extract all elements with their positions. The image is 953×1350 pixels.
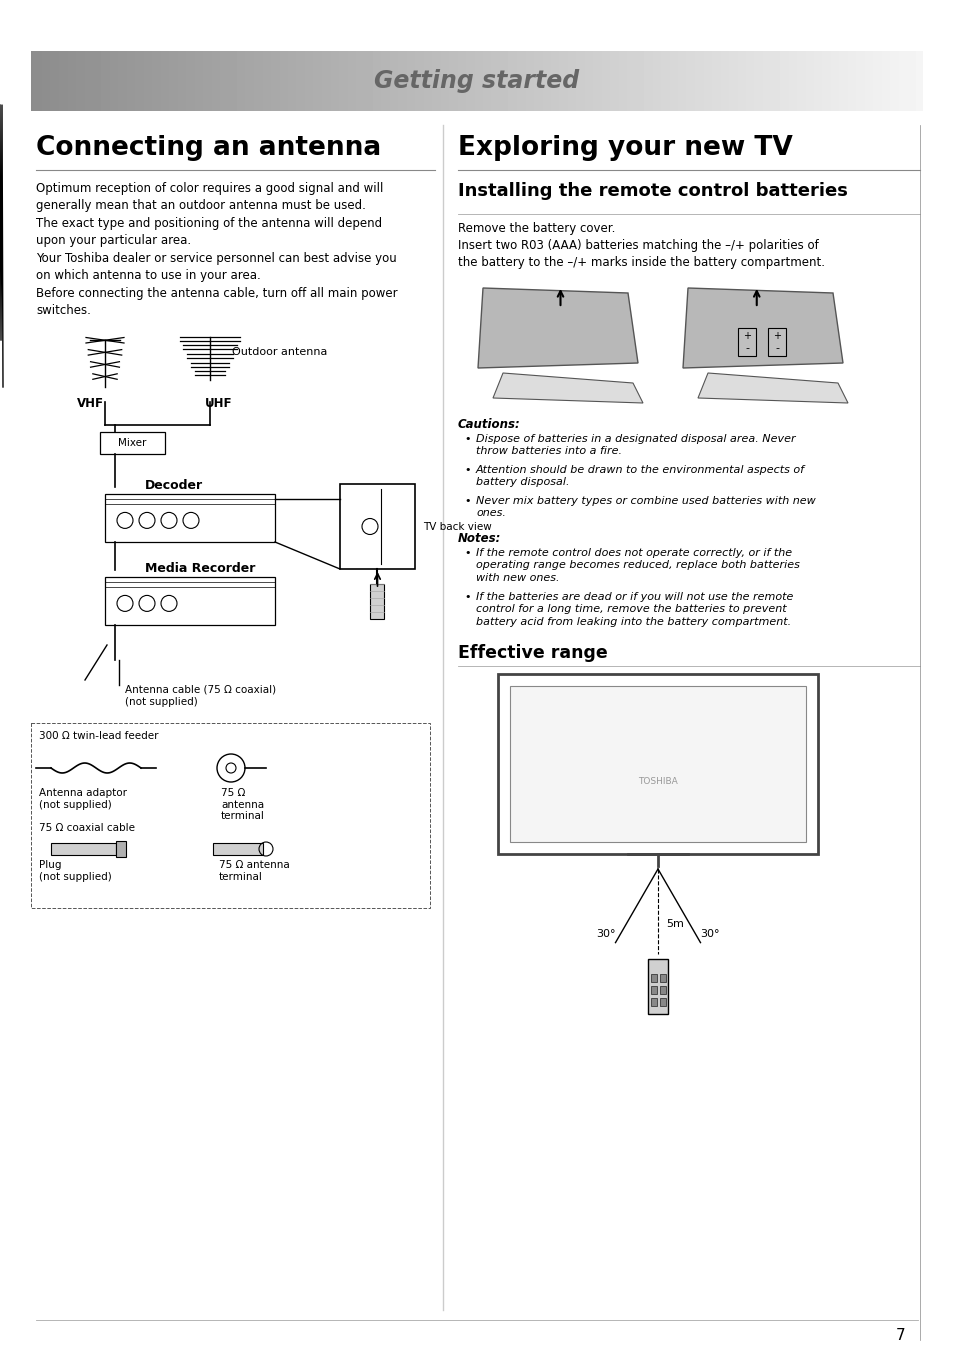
- Text: Exploring your new TV: Exploring your new TV: [457, 135, 792, 161]
- Text: •: •: [464, 593, 471, 602]
- Text: 7: 7: [895, 1327, 904, 1342]
- Text: 30°: 30°: [700, 929, 719, 940]
- Text: If the batteries are dead or if you will not use the remote
control for a long t: If the batteries are dead or if you will…: [476, 593, 793, 626]
- Bar: [116, 841, 126, 857]
- Text: 75 Ω coaxial cable: 75 Ω coaxial cable: [39, 824, 135, 833]
- Bar: [370, 585, 384, 620]
- Text: -: -: [744, 343, 748, 352]
- Text: 30°: 30°: [596, 929, 615, 940]
- Text: Remove the battery cover.
Insert two R03 (AAA) batteries matching the –/+ polari: Remove the battery cover. Insert two R03…: [457, 221, 824, 269]
- Text: Antenna adaptor
(not supplied): Antenna adaptor (not supplied): [39, 788, 127, 810]
- Text: Effective range: Effective range: [457, 644, 607, 662]
- Text: Optimum reception of color requires a good signal and will
generally mean that a: Optimum reception of color requires a go…: [36, 182, 383, 212]
- Bar: [213, 842, 263, 855]
- Bar: [659, 986, 665, 994]
- Text: Notes:: Notes:: [457, 532, 501, 545]
- Text: TOSHIBA: TOSHIBA: [638, 778, 678, 787]
- Text: Attention should be drawn to the environmental aspects of
battery disposal.: Attention should be drawn to the environ…: [476, 464, 804, 487]
- Text: Decoder: Decoder: [145, 479, 203, 491]
- Text: -: -: [774, 343, 779, 352]
- Bar: [738, 328, 755, 356]
- Text: Antenna cable (75 Ω coaxial)
(not supplied): Antenna cable (75 Ω coaxial) (not suppli…: [125, 684, 275, 706]
- Text: Never mix battery types or combine used batteries with new
ones.: Never mix battery types or combine used …: [476, 495, 815, 518]
- Bar: [650, 986, 657, 994]
- Text: •: •: [464, 548, 471, 558]
- Bar: [100, 432, 165, 454]
- Bar: [105, 494, 274, 541]
- Text: +: +: [742, 331, 750, 342]
- Text: •: •: [464, 464, 471, 475]
- Bar: [650, 973, 657, 981]
- Text: 75 Ω
antenna
terminal: 75 Ω antenna terminal: [221, 788, 265, 821]
- Text: •: •: [464, 495, 471, 506]
- Text: Plug
(not supplied): Plug (not supplied): [39, 860, 112, 882]
- Text: UHF: UHF: [205, 397, 233, 410]
- Text: Installing the remote control batteries: Installing the remote control batteries: [457, 182, 847, 200]
- Bar: [30, 724, 430, 909]
- Bar: [339, 485, 415, 568]
- Bar: [650, 998, 657, 1006]
- Polygon shape: [493, 373, 642, 404]
- Text: •: •: [464, 433, 471, 444]
- Text: Mixer: Mixer: [117, 437, 146, 448]
- Text: Media Recorder: Media Recorder: [145, 562, 255, 575]
- Text: 5m: 5m: [665, 919, 683, 929]
- Polygon shape: [698, 373, 847, 404]
- Text: Outdoor antenna: Outdoor antenna: [232, 347, 327, 356]
- Bar: [510, 686, 805, 842]
- Text: Getting started: Getting started: [374, 69, 579, 93]
- Bar: [497, 674, 817, 855]
- Text: Your Toshiba dealer or service personnel can best advise you
on which antenna to: Your Toshiba dealer or service personnel…: [36, 252, 396, 282]
- Text: VHF: VHF: [77, 397, 104, 410]
- Bar: [647, 958, 667, 1014]
- Text: If the remote control does not operate correctly, or if the
operating range beco: If the remote control does not operate c…: [476, 548, 799, 583]
- Text: 75 Ω antenna
terminal: 75 Ω antenna terminal: [219, 860, 290, 882]
- Text: Connecting an antenna: Connecting an antenna: [36, 135, 381, 161]
- Text: +: +: [772, 331, 781, 342]
- Bar: [105, 576, 274, 625]
- Text: Before connecting the antenna cable, turn off all main power
switches.: Before connecting the antenna cable, tur…: [36, 288, 397, 317]
- Text: TV back view: TV back view: [422, 521, 491, 532]
- Polygon shape: [477, 288, 638, 369]
- Text: 300 Ω twin-lead feeder: 300 Ω twin-lead feeder: [39, 730, 158, 741]
- Bar: [659, 998, 665, 1006]
- Bar: [767, 328, 785, 356]
- Polygon shape: [682, 288, 842, 369]
- Text: Dispose of batteries in a designated disposal area. Never
throw batteries into a: Dispose of batteries in a designated dis…: [476, 433, 795, 456]
- Text: Cautions:: Cautions:: [457, 418, 520, 431]
- Text: The exact type and positioning of the antenna will depend
upon your particular a: The exact type and positioning of the an…: [36, 217, 382, 247]
- Bar: [51, 842, 116, 855]
- Bar: [659, 973, 665, 981]
